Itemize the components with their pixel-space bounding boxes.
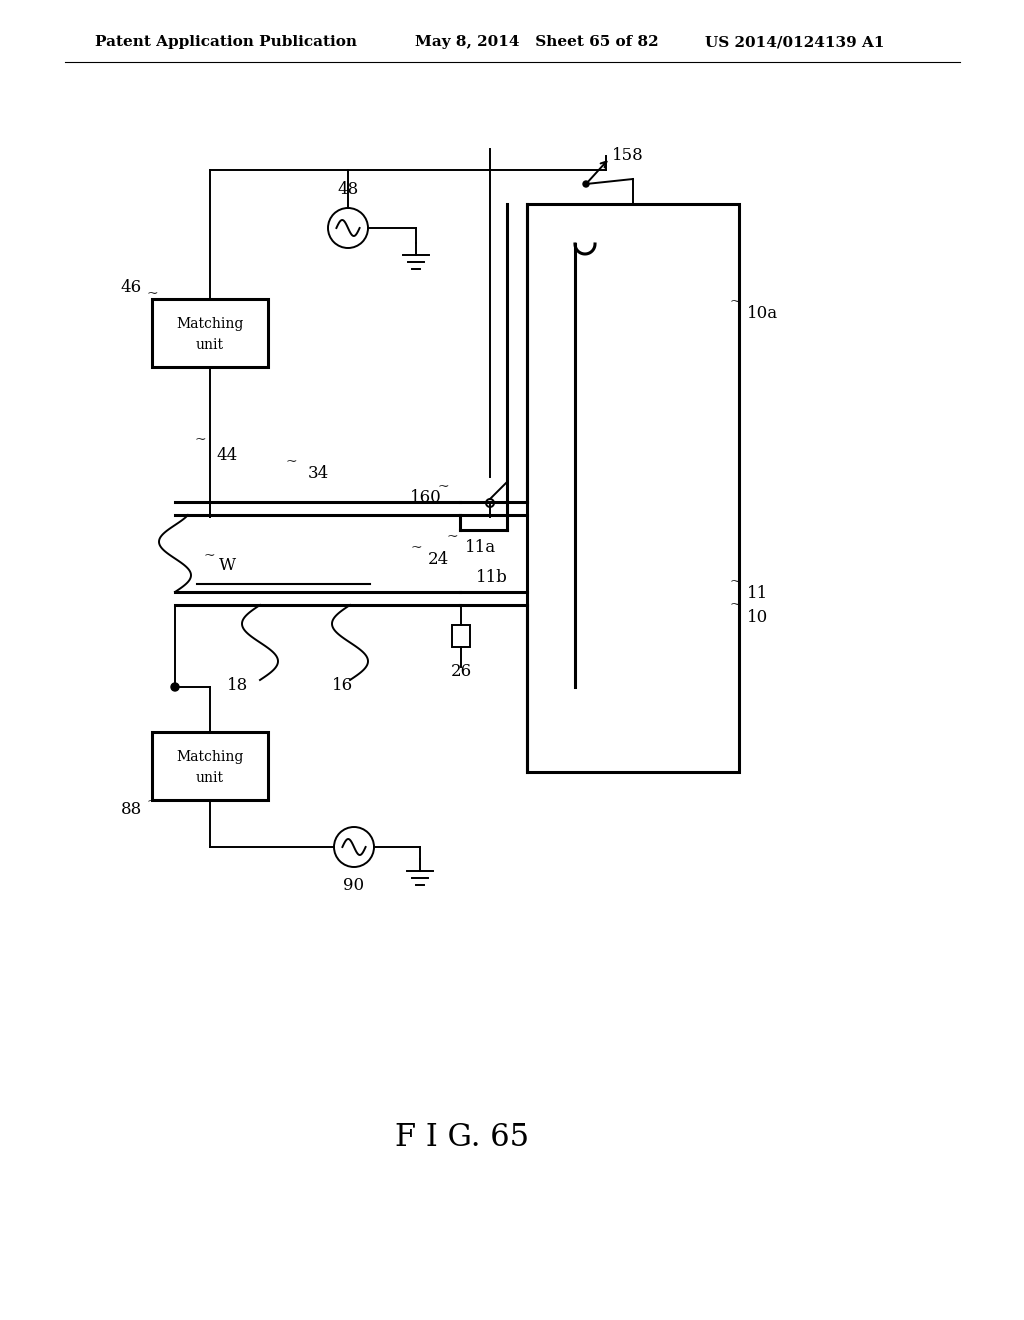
- Text: 24: 24: [428, 552, 450, 569]
- Text: ~: ~: [146, 286, 158, 301]
- Text: 11a: 11a: [465, 539, 496, 556]
- Text: 26: 26: [451, 663, 472, 680]
- Text: 16: 16: [333, 676, 353, 693]
- Text: ~: ~: [437, 480, 449, 494]
- Text: 90: 90: [343, 876, 365, 894]
- Text: ~: ~: [729, 598, 741, 612]
- Text: ~: ~: [729, 576, 741, 589]
- Text: ~: ~: [146, 795, 158, 809]
- Text: 88: 88: [121, 801, 142, 818]
- Text: W: W: [218, 557, 236, 574]
- Text: 11: 11: [746, 586, 768, 602]
- Text: 160: 160: [411, 488, 442, 506]
- Text: 46: 46: [121, 280, 142, 297]
- Text: F I G. 65: F I G. 65: [395, 1122, 529, 1154]
- Text: 10a: 10a: [746, 305, 778, 322]
- Text: 34: 34: [308, 466, 330, 483]
- Bar: [527, 205, 739, 772]
- Circle shape: [171, 682, 179, 690]
- Text: May 8, 2014   Sheet 65 of 82: May 8, 2014 Sheet 65 of 82: [415, 36, 658, 49]
- Circle shape: [583, 181, 589, 187]
- Text: ~: ~: [411, 541, 422, 554]
- Text: unit: unit: [196, 771, 224, 785]
- Text: ~: ~: [729, 294, 741, 309]
- Bar: [152, 733, 268, 800]
- Text: ~: ~: [195, 433, 206, 447]
- Text: 11b: 11b: [476, 569, 508, 586]
- Text: 18: 18: [227, 676, 249, 693]
- Text: 10: 10: [746, 609, 768, 626]
- Text: 158: 158: [612, 148, 644, 165]
- Text: Patent Application Publication: Patent Application Publication: [95, 36, 357, 49]
- Bar: [452, 624, 470, 647]
- Text: ~: ~: [446, 531, 458, 544]
- Text: Matching: Matching: [176, 750, 244, 764]
- Text: 44: 44: [216, 446, 238, 463]
- Text: 48: 48: [337, 181, 358, 198]
- Bar: [152, 300, 268, 367]
- Text: unit: unit: [196, 338, 224, 352]
- Text: ~: ~: [204, 549, 215, 564]
- Text: US 2014/0124139 A1: US 2014/0124139 A1: [705, 36, 885, 49]
- Text: ~: ~: [286, 455, 297, 469]
- Text: Matching: Matching: [176, 317, 244, 331]
